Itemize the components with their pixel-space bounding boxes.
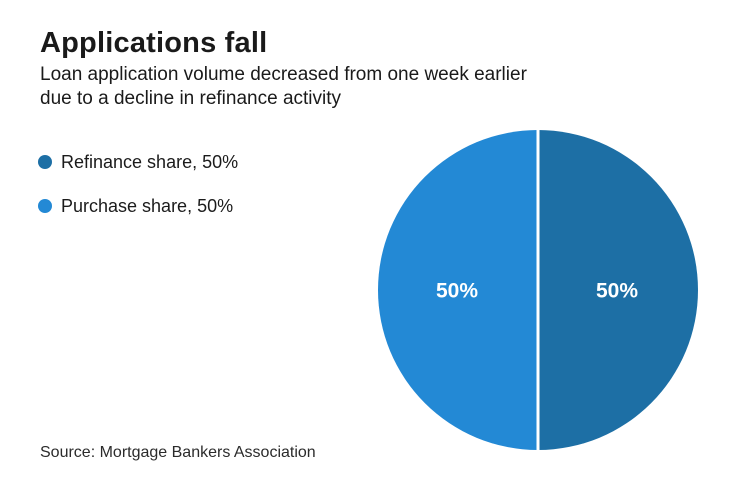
pie-label-purchase: 50% bbox=[436, 280, 478, 303]
refinance-legend-dot bbox=[38, 155, 52, 169]
chart-subtitle-line-2: due to a decline in refinance activity bbox=[40, 88, 342, 109]
chart-title: Applications fall bbox=[40, 27, 268, 59]
source-note: Source: Mortgage Bankers Association bbox=[40, 444, 316, 461]
refinance-legend-dot-icon bbox=[38, 155, 52, 169]
pie-chart: 50% 50% bbox=[378, 130, 698, 450]
purchase-legend-dot-icon bbox=[38, 199, 52, 213]
legend: Refinance share, 50% Purchase share, 50% bbox=[38, 152, 238, 240]
purchase-legend-dot bbox=[38, 199, 52, 213]
legend-label-purchase: Purchase share, 50% bbox=[61, 195, 234, 216]
legend-item-purchase: Purchase share, 50% bbox=[38, 196, 238, 216]
legend-item-refinance: Refinance share, 50% bbox=[38, 152, 238, 172]
pie-label-refinance: 50% bbox=[596, 280, 638, 303]
chart-subtitle: Loan application volume decreased from o… bbox=[40, 63, 527, 111]
pie-slice-refinance bbox=[538, 130, 698, 450]
pie-slice-purchase bbox=[378, 130, 538, 450]
legend-label-refinance: Refinance share, 50% bbox=[61, 151, 239, 172]
chart-subtitle-line-1: Loan application volume decreased from o… bbox=[40, 64, 527, 85]
